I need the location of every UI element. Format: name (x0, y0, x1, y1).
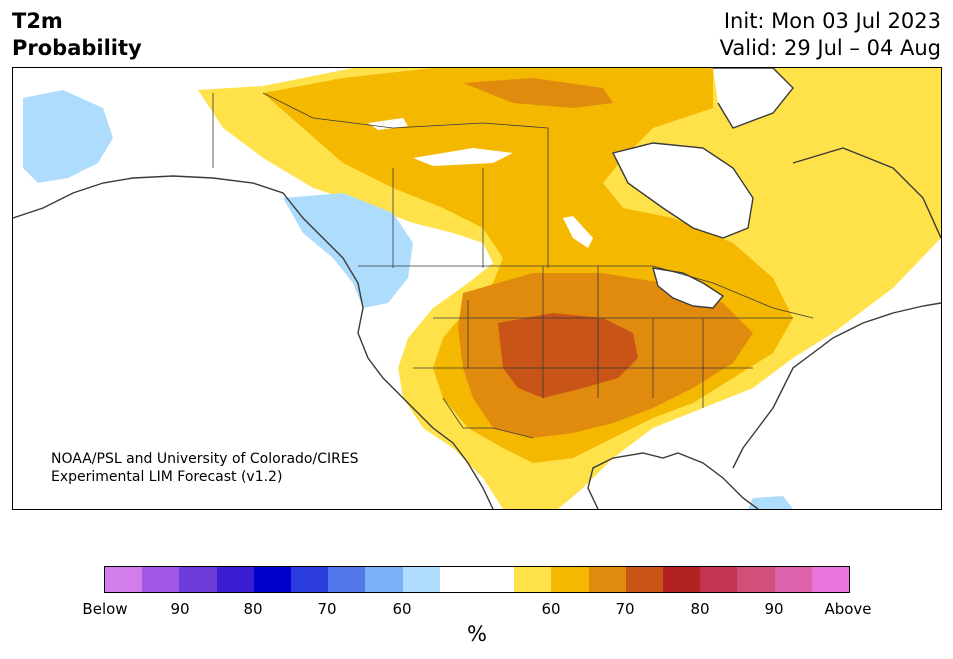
colorbar-segment (328, 567, 366, 592)
valid-period: Valid: 29 Jul – 04 Aug (719, 36, 941, 60)
arctic-water-3 (368, 118, 408, 130)
arctic-water-2 (413, 148, 513, 166)
colorbar-segment (551, 567, 589, 592)
colorbar-tick-label: 60 (392, 600, 412, 618)
colorbar-segment (774, 567, 812, 592)
warm-75-region (498, 313, 638, 398)
credit-line-1: NOAA/PSL and University of Colorado/CIRE… (51, 451, 359, 467)
near-normal-west (13, 88, 493, 509)
probability-colorbar (104, 566, 850, 593)
init-date: Init: Mon 03 Jul 2023 (723, 9, 941, 33)
cold-region-northwest (283, 193, 413, 308)
political-borders (212, 92, 814, 439)
cold-region-southeast (748, 496, 793, 509)
colorbar-segment (142, 567, 180, 592)
map-title: T2m Probability (12, 8, 142, 62)
colorbar-segment (514, 567, 552, 592)
colorbar-tick-label: 70 (317, 600, 337, 618)
colorbar-tick-label: Below (82, 600, 128, 618)
colorbar-tick-label: 90 (764, 600, 784, 618)
colorbar-segment (700, 567, 738, 592)
map-svg (13, 68, 941, 509)
colorbar-segment (477, 567, 515, 592)
colorbar-segment (402, 567, 440, 592)
title-line-2: Probability (12, 36, 142, 60)
credit-line-2: Experimental LIM Forecast (v1.2) (51, 469, 283, 485)
colorbar-segment (663, 567, 701, 592)
coastlines (13, 68, 941, 509)
colorbar-segment (291, 567, 329, 592)
data-credit: NOAA/PSL and University of Colorado/CIRE… (51, 450, 359, 486)
colorbar-segment (105, 567, 143, 592)
colorbar-unit: % (467, 622, 487, 646)
colorbar-segment (737, 567, 775, 592)
colorbar-tick-label: 90 (170, 600, 190, 618)
colorbar-segment (179, 567, 217, 592)
forecast-dates: Init: Mon 03 Jul 2023 Valid: 29 Jul – 04… (720, 8, 941, 62)
hudson-bay (613, 143, 753, 238)
great-lakes (653, 268, 723, 308)
colorbar-segment (811, 567, 850, 592)
colorbar-segment (216, 567, 254, 592)
cold-region-alaska (23, 90, 113, 183)
title-line-1: T2m (12, 9, 63, 33)
probability-map: NOAA/PSL and University of Colorado/CIRE… (12, 67, 942, 510)
colorbar-tick-label: Above (824, 600, 872, 618)
warm-70-north-region (463, 78, 613, 108)
lake-winnipeg (563, 216, 593, 248)
colorbar-segment (365, 567, 403, 592)
colorbar-tick-label: 70 (615, 600, 635, 618)
colorbar-tick-label: 80 (243, 600, 263, 618)
colorbar-tick-label: 80 (690, 600, 710, 618)
colorbar-tick-label: 60 (541, 600, 561, 618)
colorbar-segment (439, 567, 478, 592)
colorbar-segment (625, 567, 664, 592)
colorbar-segment (253, 567, 292, 592)
colorbar-segment (588, 567, 626, 592)
